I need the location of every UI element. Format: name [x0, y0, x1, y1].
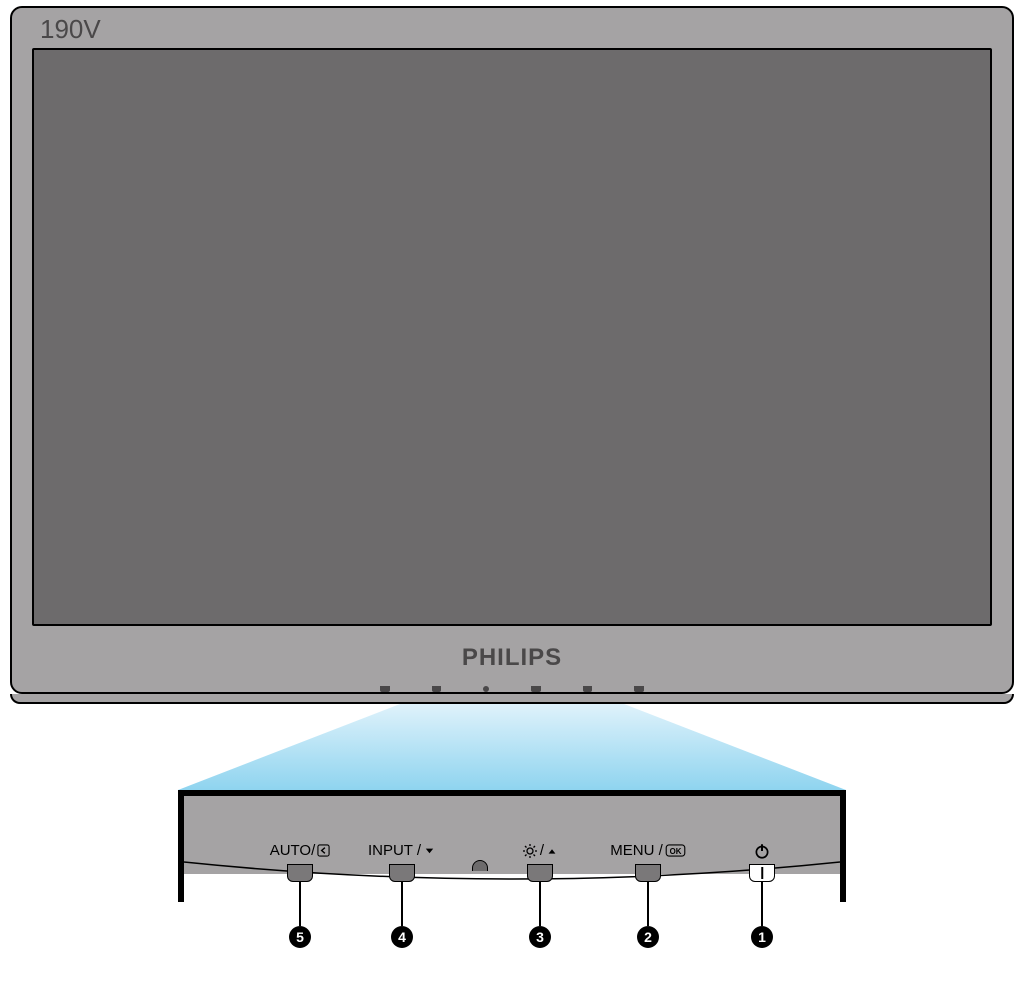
bright-button[interactable] [527, 864, 553, 882]
tiny-button[interactable] [583, 686, 593, 692]
power-icon [753, 842, 771, 860]
diagram-stage: 190V PHILIPS AUTO/5INPUT /4/ 3MENU /OK21 [0, 0, 1024, 981]
input-label: INPUT / [342, 842, 462, 859]
callout-line [539, 882, 541, 926]
tiny-button[interactable] [432, 686, 442, 692]
model-label: 190V [40, 14, 101, 45]
callout-3: 3 [529, 926, 551, 948]
callout-1: 1 [751, 926, 773, 948]
callout-line [401, 882, 403, 926]
zoom-beam [178, 704, 846, 790]
auto-button[interactable] [287, 864, 313, 882]
callout-2: 2 [637, 926, 659, 948]
monitor-button-row [380, 686, 644, 692]
brightness-icon [522, 843, 538, 859]
ir-sensor [472, 860, 488, 871]
ok-icon: OK [665, 844, 686, 857]
callout-line [761, 882, 763, 926]
svg-text:OK: OK [669, 847, 681, 856]
up-arrow-icon [546, 845, 558, 857]
callout-5: 5 [289, 926, 311, 948]
zoom-panel-curve [184, 858, 840, 888]
callout-line [299, 882, 301, 926]
power-label [702, 842, 822, 860]
down-arrow-icon [423, 844, 436, 857]
callout-4: 4 [391, 926, 413, 948]
monitor-screen [32, 48, 992, 626]
tiny-sensor [483, 686, 489, 692]
back-icon [317, 844, 330, 857]
tiny-button[interactable] [634, 686, 644, 692]
bright-label: / [480, 842, 600, 859]
callout-line [647, 882, 649, 926]
menu-label: MENU /OK [588, 842, 708, 859]
input-button[interactable] [389, 864, 415, 882]
tiny-button[interactable] [380, 686, 390, 692]
power-button[interactable] [749, 864, 775, 882]
tiny-button[interactable] [531, 686, 541, 692]
monitor-bottom-edge [10, 694, 1014, 704]
menu-button[interactable] [635, 864, 661, 882]
brand-label: PHILIPS [0, 644, 1024, 672]
